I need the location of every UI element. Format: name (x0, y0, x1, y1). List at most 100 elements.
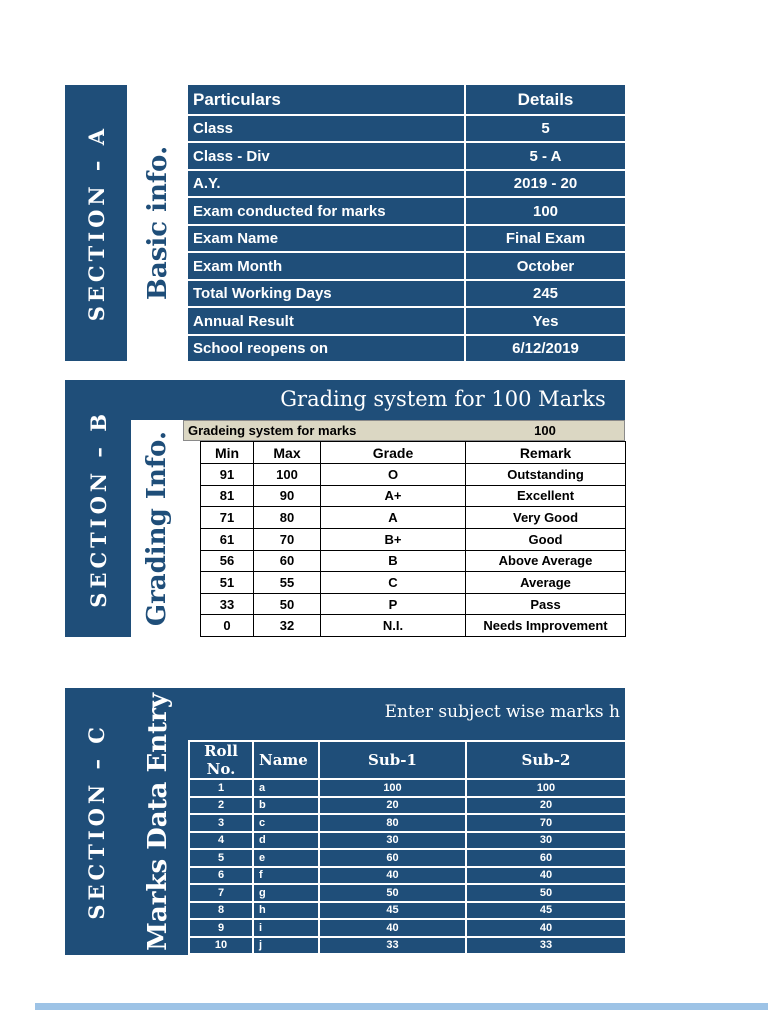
remark-cell: Very Good (465, 506, 626, 529)
roll-cell: 2 (188, 795, 254, 815)
detail-cell: 245 (464, 279, 625, 309)
marks-row: 6 f 40 40 (188, 865, 627, 885)
detail-cell: Yes (464, 307, 625, 336)
min-cell: 81 (200, 484, 254, 508)
name-cell: a (252, 778, 320, 798)
detail-cell: 5 (464, 115, 625, 144)
section-c-banner: SECTION – C (65, 688, 127, 955)
section-b-sublabel-area: Grading Info. (131, 420, 183, 637)
detail-cell: Final Exam (464, 224, 625, 254)
remark-cell: Good (465, 527, 626, 551)
particular-cell: Exam conducted for marks (188, 197, 465, 226)
roll-cell: 6 (188, 865, 254, 885)
section-a: SECTION – A Basic info. Particulars Deta… (65, 85, 625, 361)
sub2-cell: 30 (465, 830, 627, 850)
sub1-cell: 45 (318, 900, 467, 920)
min-cell: 71 (200, 506, 254, 529)
name-cell: g (252, 883, 320, 903)
section-b-sublabel: Grading Info. (142, 430, 172, 627)
basic-info-row: Total Working Days 245 (188, 279, 625, 309)
basic-info-row: Class - Div 5 - A (188, 142, 625, 171)
grading-rows: 91 100 O Outstanding 81 90 A+ Excellent (200, 463, 626, 637)
marks-row: 4 d 30 30 (188, 830, 627, 850)
sub2-cell: 40 (465, 865, 627, 885)
sub2-cell: 50 (465, 883, 627, 903)
remark-cell: Above Average (465, 549, 626, 573)
grading-table: Min Max Grade Remark 91 100 O Outstandin… (200, 441, 626, 637)
max-cell: 100 (253, 463, 321, 486)
sub2-cell: 40 (465, 918, 627, 938)
name-cell: d (252, 830, 320, 850)
max-cell: 90 (253, 484, 321, 508)
basic-info-row: Exam Name Final Exam (188, 224, 625, 254)
sub1-cell: 50 (318, 883, 467, 903)
roll-cell: 8 (188, 900, 254, 920)
section-c-label: SECTION – C (83, 723, 109, 920)
marks-row: 2 b 20 20 (188, 795, 627, 815)
name-cell: b (252, 795, 320, 815)
grade-cell: B+ (320, 527, 466, 551)
grading-row: 51 55 C Average (200, 571, 626, 594)
grade-cell: P (320, 592, 466, 616)
sub1-cell: 60 (318, 848, 467, 868)
roll-cell: 7 (188, 883, 254, 903)
detail-cell: 5 - A (464, 142, 625, 171)
grading-row: 71 80 A Very Good (200, 506, 626, 529)
grade-cell: O (320, 463, 466, 486)
particular-cell: A.Y. (188, 169, 465, 199)
max-cell: 55 (253, 571, 321, 594)
section-c: SECTION – C Marks Data Entry Enter subje… (65, 688, 627, 955)
min-cell: 56 (200, 549, 254, 573)
name-column-header: Name (252, 740, 320, 780)
grading-row: 0 32 N.I. Needs Improvement (200, 614, 626, 637)
min-cell: 33 (200, 592, 254, 616)
sub1-cell: 100 (318, 778, 467, 798)
particulars-column-header: Particulars (188, 85, 465, 116)
roll-no-column-header: Roll No. (188, 740, 254, 780)
marks-row: 1 a 100 100 (188, 778, 627, 798)
sub1-cell: 40 (318, 918, 467, 938)
sub1-cell: 80 (318, 813, 467, 833)
grading-row: 91 100 O Outstanding (200, 463, 626, 486)
name-cell: c (252, 813, 320, 833)
basic-info-row: Annual Result Yes (188, 307, 625, 336)
basic-info-rows: Class 5 Class - Div 5 - A A.Y. 2019 - 20 (188, 115, 625, 361)
max-cell: 60 (253, 549, 321, 573)
detail-cell: 2019 - 20 (464, 169, 625, 199)
grade-cell: A (320, 506, 466, 529)
remark-cell: Needs Improvement (465, 614, 626, 637)
remark-cell: Average (465, 571, 626, 594)
particular-cell: Annual Result (188, 307, 465, 336)
grade-cell: N.I. (320, 614, 466, 637)
name-cell: j (252, 935, 320, 955)
marks-row: 5 e 60 60 (188, 848, 627, 868)
section-b-label: SECTION – B (85, 409, 111, 608)
section-a-sublabel-area: Basic info. (127, 85, 188, 361)
detail-cell: 100 (464, 197, 625, 226)
basic-info-row: Exam Month October (188, 252, 625, 281)
min-cell: 61 (200, 527, 254, 551)
basic-info-row: School reopens on 6/12/2019 (188, 334, 625, 361)
sub2-cell: 100 (465, 778, 627, 798)
particular-cell: Exam Name (188, 224, 465, 254)
max-cell: 80 (253, 506, 321, 529)
min-cell: 0 (200, 614, 254, 637)
detail-cell: October (464, 252, 625, 281)
max-cell: 50 (253, 592, 321, 616)
sub1-cell: 40 (318, 865, 467, 885)
sub2-cell: 20 (465, 795, 627, 815)
roll-cell: 1 (188, 778, 254, 798)
marks-rows: 1 a 100 100 2 b 20 20 3 c (188, 778, 627, 955)
particular-cell: Class (188, 115, 465, 144)
grading-subheader-label: Gradeing system for marks (188, 423, 357, 438)
marks-entry-table: Roll No. Name Sub-1 Sub-2 1 a 100 100 (188, 740, 627, 955)
grading-subheader-row: Gradeing system for marks 100 (183, 420, 625, 441)
name-cell: e (252, 848, 320, 868)
section-c-sublabel-area: Marks Data Entry (127, 688, 189, 955)
basic-info-row: A.Y. 2019 - 20 (188, 169, 625, 199)
basic-info-table: Particulars Details Class 5 Class - Div … (188, 85, 625, 361)
marks-entry-instruction: Enter subject wise marks h (384, 702, 620, 722)
grade-cell: A+ (320, 484, 466, 508)
grading-row: 61 70 B+ Good (200, 527, 626, 551)
